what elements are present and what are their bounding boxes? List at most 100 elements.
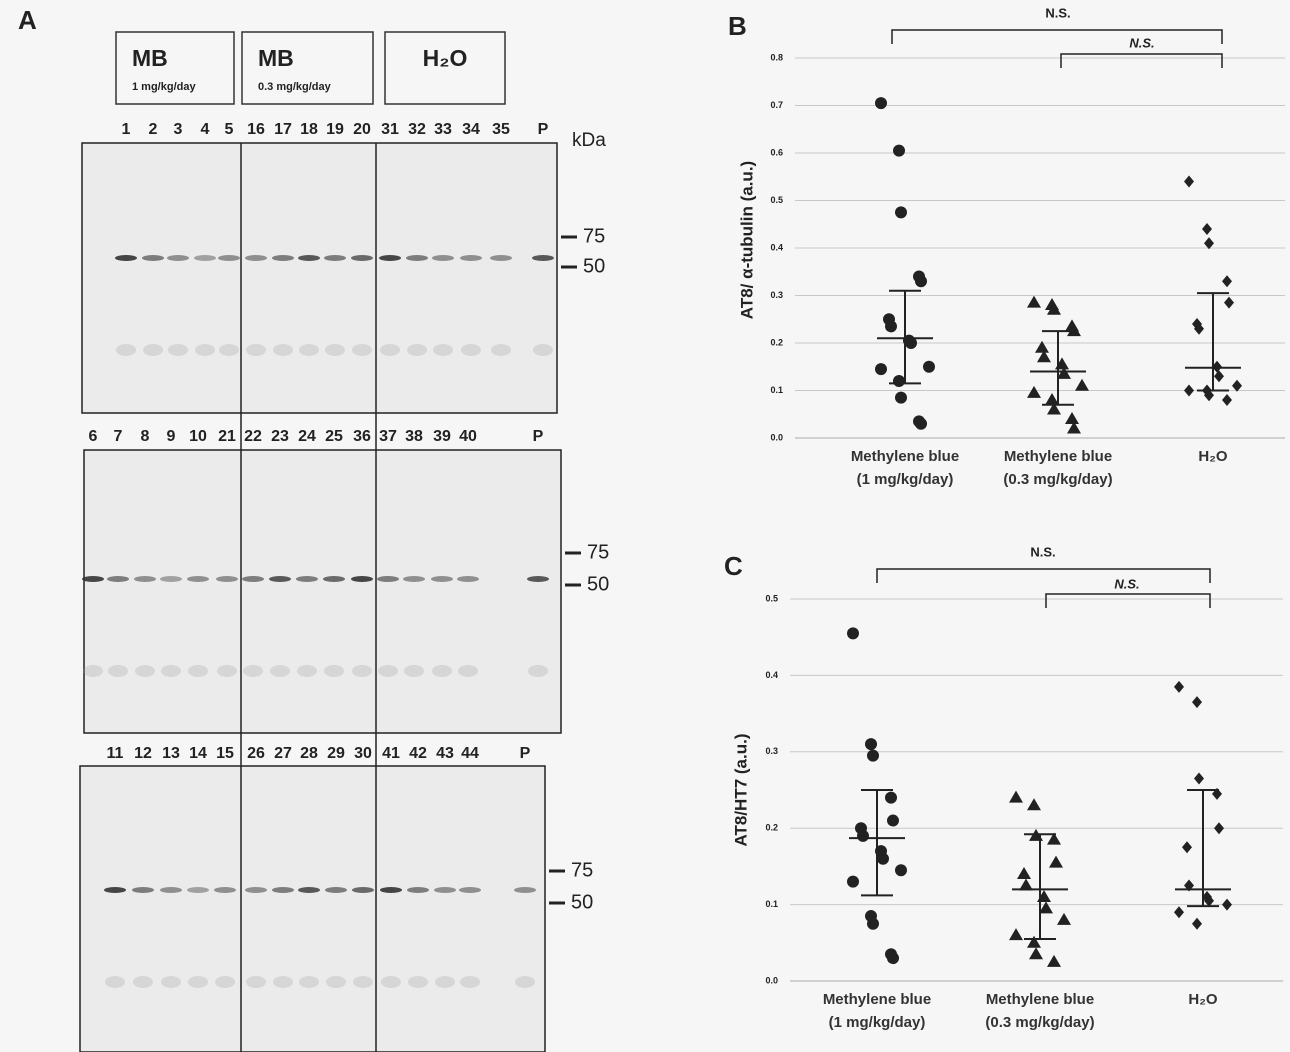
data-point <box>1182 841 1192 854</box>
lane-label: 20 <box>353 121 371 138</box>
data-point <box>1027 935 1041 948</box>
panel-label: B <box>728 11 747 41</box>
data-point <box>1035 340 1049 353</box>
data-point <box>1045 393 1059 405</box>
data-point <box>905 337 917 349</box>
protein-band <box>460 255 482 261</box>
smear <box>352 344 372 356</box>
protein-band <box>107 576 129 582</box>
smear <box>515 976 535 988</box>
smear <box>324 665 344 677</box>
lane-label: 34 <box>462 121 480 138</box>
smear <box>381 976 401 988</box>
lane-label: 37 <box>379 428 397 445</box>
smear <box>353 976 373 988</box>
kda-label: kDa <box>572 130 606 151</box>
protein-band <box>351 255 373 261</box>
y-tick-label: 0.1 <box>770 385 783 395</box>
data-point <box>1224 296 1234 309</box>
y-tick-label: 0.2 <box>765 823 778 833</box>
protein-band <box>377 576 399 582</box>
protein-band <box>459 887 481 893</box>
y-tick-label: 0.0 <box>770 432 783 442</box>
protein-band <box>532 255 554 261</box>
lane-label: 28 <box>300 745 318 762</box>
protein-band <box>216 576 238 582</box>
significance-bracket <box>1060 53 1223 68</box>
protein-band <box>115 255 137 261</box>
data-point <box>875 97 887 110</box>
protein-band <box>194 255 216 261</box>
significance-bracket <box>876 568 1211 583</box>
lane-label: 22 <box>244 428 262 445</box>
lane-label: 4 <box>201 121 210 138</box>
protein-band <box>187 576 209 582</box>
protein-band <box>298 887 320 893</box>
lane-label: 43 <box>436 745 454 762</box>
smear <box>528 665 548 677</box>
x-tick-label: H₂O <box>1198 448 1228 465</box>
lane-label: 29 <box>327 745 345 762</box>
protein-band <box>380 887 402 893</box>
protein-band <box>324 255 346 261</box>
y-tick-label: 0.4 <box>765 670 778 680</box>
protein-band <box>323 576 345 582</box>
data-point <box>1194 772 1204 785</box>
smear <box>135 665 155 677</box>
protein-band <box>160 576 182 582</box>
smear <box>143 344 163 356</box>
y-axis-title: AT8/ α-tubulin (a.u.) <box>737 161 756 319</box>
data-point <box>877 852 889 865</box>
data-point <box>885 320 897 333</box>
smear <box>273 976 293 988</box>
protein-band <box>296 576 318 582</box>
protein-band <box>269 576 291 582</box>
group-box <box>241 31 374 105</box>
lane-label: 32 <box>408 121 426 138</box>
data-point <box>893 375 905 387</box>
smear <box>215 976 235 988</box>
lane-label: 12 <box>134 745 152 762</box>
significance-label: N.S. <box>1030 544 1055 559</box>
protein-band <box>142 255 164 261</box>
smear <box>161 665 181 677</box>
smear <box>83 665 103 677</box>
data-point <box>1047 832 1061 845</box>
marker-label: 75 <box>587 541 609 563</box>
lane-label: 38 <box>405 428 423 445</box>
smear <box>217 665 237 677</box>
data-point <box>857 829 869 842</box>
group-box <box>115 31 235 105</box>
data-point <box>1204 389 1214 402</box>
lane-label: 36 <box>353 428 371 445</box>
y-tick-label: 0.5 <box>765 593 778 603</box>
significance-label: N.S. <box>1114 576 1139 591</box>
smear <box>105 976 125 988</box>
smear <box>378 665 398 677</box>
data-point <box>895 864 907 877</box>
lane-label: 30 <box>354 745 372 762</box>
lane-label: 27 <box>274 745 292 762</box>
lane-label: 19 <box>326 121 344 138</box>
significance-label: N.S. <box>1129 35 1154 50</box>
smear <box>435 976 455 988</box>
lane-label: 15 <box>216 745 234 762</box>
x-tick-label: Methylene blue (1 mg/kg/day) <box>822 991 932 1031</box>
protein-band <box>527 576 549 582</box>
lane-label: 42 <box>409 745 427 762</box>
group-title: MB <box>258 45 294 71</box>
protein-band <box>160 887 182 893</box>
lane-label: P <box>533 428 544 445</box>
blot-image <box>81 142 558 414</box>
smear <box>246 344 266 356</box>
y-tick-label: 0.7 <box>770 100 783 110</box>
protein-band <box>245 887 267 893</box>
protein-band <box>187 887 209 893</box>
data-point <box>1047 402 1061 415</box>
protein-band <box>272 255 294 261</box>
smear <box>380 344 400 356</box>
lane-label: 25 <box>325 428 343 445</box>
panel-label: A <box>18 5 37 35</box>
marker-label: 75 <box>571 859 593 881</box>
